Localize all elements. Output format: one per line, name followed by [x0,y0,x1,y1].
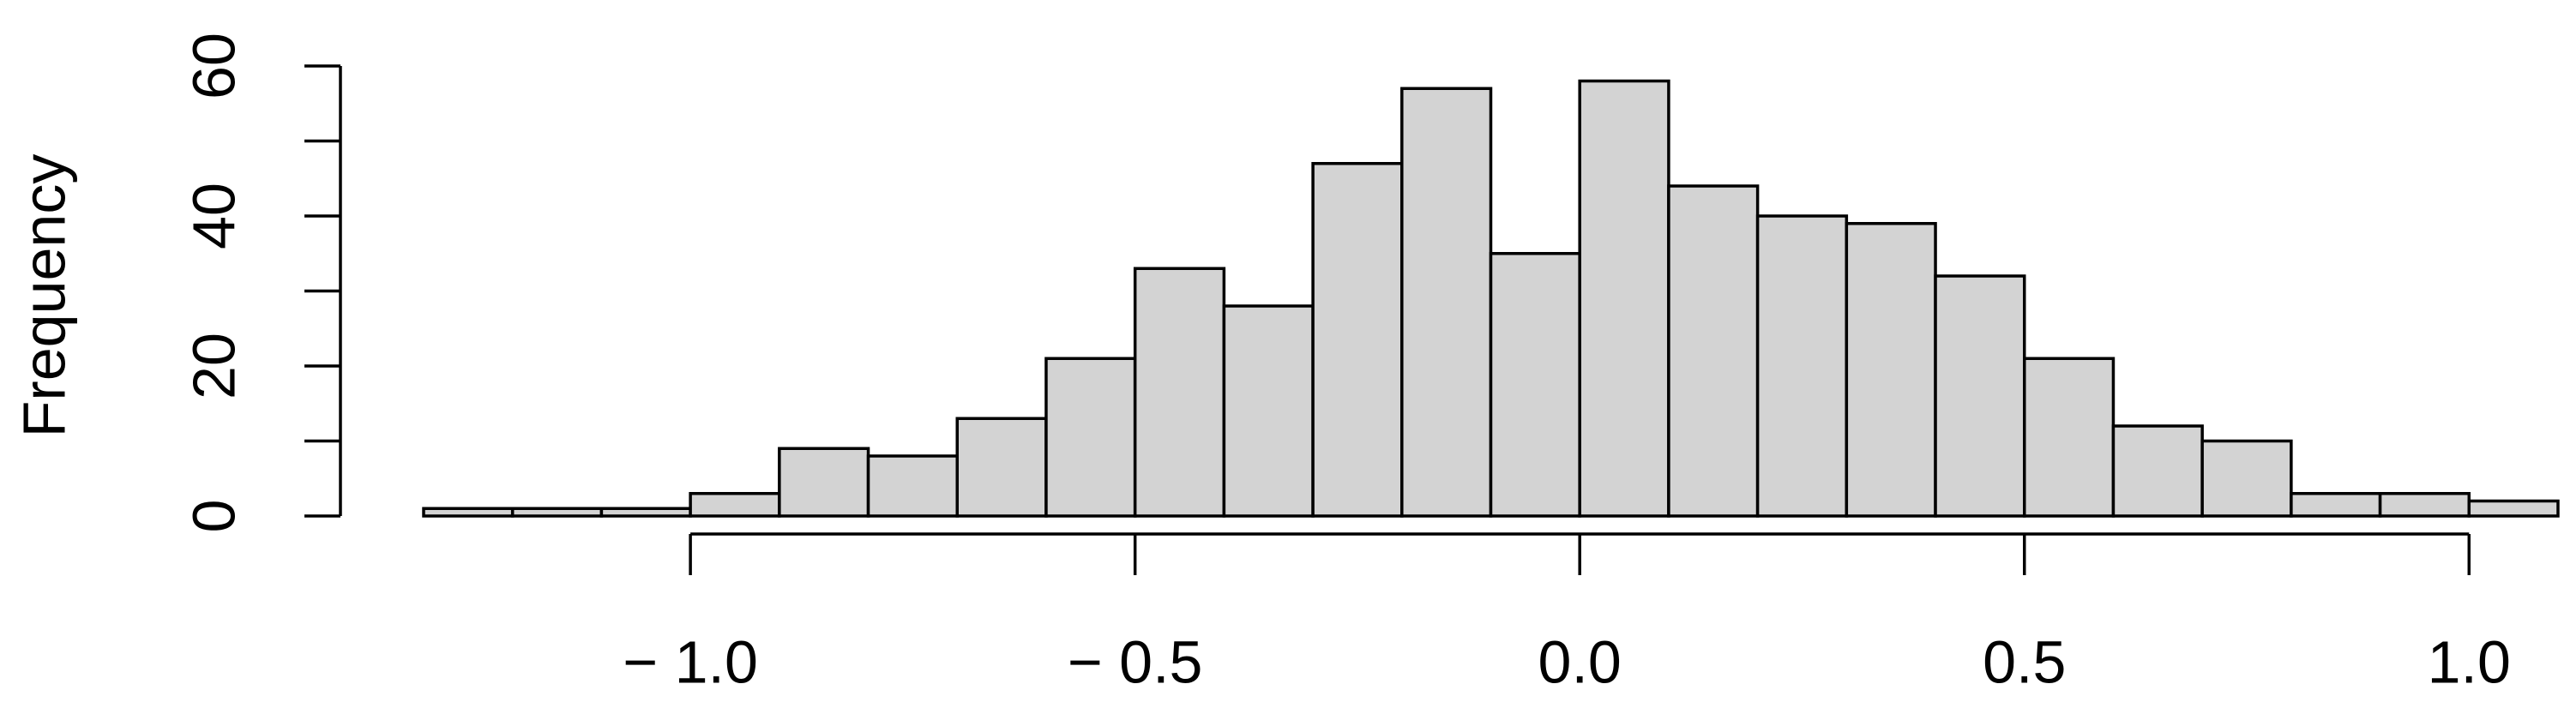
bar [2378,492,2471,518]
y-tick-label: 0 [180,500,247,533]
bar [2290,492,2382,518]
bar [1400,87,1493,518]
bar [2467,499,2560,518]
bar [1578,79,1670,518]
bar [1667,184,1760,518]
y-tick-label: 40 [180,183,247,249]
y-tick-label: 20 [180,333,247,399]
bar [689,492,781,518]
bar [1133,267,1226,518]
x-tick-label: 0.5 [1983,628,2066,695]
bar [599,507,692,518]
bar [1044,357,1137,518]
x-tick-label: − 0.5 [1068,628,1203,695]
bar [2023,357,2116,518]
x-tick-label: 1.0 [2428,628,2511,695]
bar [510,507,604,518]
bar [2200,439,2293,518]
bar [778,447,870,518]
bar [2111,424,2204,518]
x-tick-label: 0.0 [1538,628,1622,695]
x-tick-label: − 1.0 [623,628,758,695]
bar [1311,162,1404,518]
y-tick-label: 60 [180,33,247,99]
y-axis-label: Frequency [10,154,77,438]
bar [1489,252,1581,518]
bar [1845,222,1937,518]
bar [1222,304,1315,518]
bar [866,454,960,518]
bar [1934,274,2026,518]
bar [422,507,515,518]
bar [1755,214,1849,518]
bar [955,417,1048,518]
